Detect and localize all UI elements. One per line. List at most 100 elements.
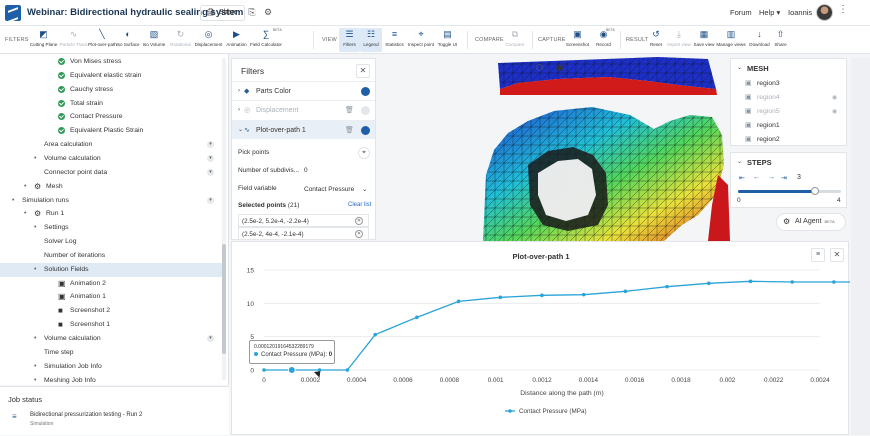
- toolbar-toggle-ui-button[interactable]: ▤ Toggle UI: [435, 28, 460, 52]
- copy-icon[interactable]: ⎘: [248, 7, 256, 17]
- eye-icon[interactable]: ◉: [832, 109, 838, 115]
- tree-item[interactable]: • Meshing Job Info: [0, 374, 222, 385]
- tree-item[interactable]: ⚙ • Run 1: [0, 207, 222, 221]
- chevron-right-icon[interactable]: ›: [238, 107, 240, 113]
- close-chart-button[interactable]: ✕: [830, 248, 844, 262]
- tree-item[interactable]: ⚙ • Mesh: [0, 180, 222, 194]
- toolbar-inspect-point-button[interactable]: ⌖ Inspect point: [407, 28, 435, 52]
- data-point[interactable]: [832, 280, 836, 284]
- tree-item[interactable]: Cauchy stress: [0, 83, 222, 97]
- legend-label[interactable]: Contact Pressure (MPa): [519, 408, 587, 415]
- add-item-icon[interactable]: ▾: [207, 335, 214, 342]
- tree-item[interactable]: • Simulation runs ▾: [0, 194, 222, 208]
- crosshair-icon[interactable]: ⌖: [358, 147, 370, 159]
- data-point[interactable]: [345, 368, 350, 372]
- ai-agent-button[interactable]: ⚙ AI Agent BETA: [776, 213, 846, 231]
- user-avatar[interactable]: [816, 4, 833, 21]
- user-name[interactable]: Ioannis: [788, 8, 813, 17]
- expand-bullet-icon[interactable]: •: [34, 335, 37, 342]
- visibility-toggle[interactable]: [361, 87, 370, 96]
- toolbar-iso-surface-button[interactable]: ◐ Iso Surface: [116, 28, 140, 52]
- view-cube-icon[interactable]: ⬡: [536, 63, 543, 72]
- data-point[interactable]: [623, 289, 628, 294]
- field-variable-select[interactable]: Contact Pressure ⌄: [304, 185, 367, 193]
- toolbar-statistics-button[interactable]: ≡ Statistics: [382, 28, 407, 52]
- add-item-icon[interactable]: ▾: [207, 154, 214, 162]
- tree-item[interactable]: ■ Screenshot 2: [0, 304, 222, 318]
- toolbar-filters-button[interactable]: ☰ Filters: [339, 28, 360, 52]
- tree-item[interactable]: Total strain: [0, 97, 222, 111]
- toolbar-legend-button[interactable]: ☷ Legend: [360, 28, 382, 52]
- 3d-viewport[interactable]: ⬡ ▣: [378, 55, 870, 241]
- mesh-region-item[interactable]: ▣ region5 ◉: [745, 105, 845, 119]
- data-point[interactable]: [287, 366, 296, 374]
- expand-bullet-icon[interactable]: •: [34, 362, 37, 370]
- remove-point-icon[interactable]: ✕: [355, 217, 363, 225]
- more-menu-icon[interactable]: ⋮: [838, 4, 848, 15]
- chevron-down-icon[interactable]: ⌄: [737, 159, 743, 165]
- tree-item[interactable]: Solver Log: [0, 235, 222, 249]
- add-item-icon[interactable]: ▾: [207, 196, 214, 204]
- filter-row-displacement[interactable]: › ◎ Displacement 🗑: [232, 100, 375, 119]
- filter-row-plot-over-path[interactable]: ⌄ ∿ Plot-over-path 1 🗑: [232, 120, 375, 139]
- data-point[interactable]: [665, 284, 669, 289]
- first-step-icon[interactable]: ⇤: [739, 175, 745, 182]
- mesh-region-item[interactable]: ▣ region4 ◉: [745, 91, 845, 105]
- expand-bullet-icon[interactable]: •: [34, 224, 37, 232]
- toolbar-manage-views-button[interactable]: ▥ Manage views: [715, 28, 747, 52]
- toolbar-field-calculator-button[interactable]: ∑ Field Calculator BETA: [249, 28, 283, 52]
- mesh-region-item[interactable]: ▣ region1: [745, 119, 845, 133]
- mesh-render[interactable]: [378, 55, 870, 241]
- settings-gear-icon[interactable]: ⚙: [263, 7, 273, 17]
- expand-bullet-icon[interactable]: •: [34, 265, 37, 273]
- toolbar-rotational-button[interactable]: ↻ Rotational: [168, 28, 193, 52]
- trash-icon[interactable]: 🗑: [345, 127, 354, 134]
- toolbar-download-button[interactable]: ↓ Download: [747, 28, 772, 52]
- data-point[interactable]: [456, 299, 461, 304]
- toolbar-animation-button[interactable]: ▶ Animation: [224, 28, 249, 52]
- tree-item[interactable]: • Simulation Job Info: [0, 360, 222, 374]
- tree-item[interactable]: Von Mises stress: [0, 55, 222, 69]
- trash-icon[interactable]: 🗑: [345, 107, 354, 114]
- tree-scrollbar-thumb[interactable]: [222, 244, 226, 354]
- toolbar-plot-over-path-button[interactable]: ╲ Plot-over-path: [88, 28, 117, 52]
- tree-item[interactable]: • Volume calculation ▾: [0, 332, 222, 346]
- data-point[interactable]: [415, 315, 419, 320]
- tree-item[interactable]: ■ Screenshot 1: [0, 318, 222, 332]
- tree-item[interactable]: • Volume calculation ▾: [0, 152, 222, 166]
- expand-bullet-icon[interactable]: •: [34, 154, 37, 162]
- tree-item[interactable]: Time step: [0, 346, 222, 360]
- toolbar-screenshot-button[interactable]: ▣ Screenshot: [564, 28, 591, 52]
- tree-item[interactable]: Contact Pressure: [0, 110, 222, 124]
- close-filters-button[interactable]: ✕: [356, 64, 370, 78]
- subdivisions-input[interactable]: 0: [304, 167, 308, 174]
- tree-item[interactable]: Area calculation ▾: [0, 138, 222, 152]
- expand-bullet-icon[interactable]: •: [24, 182, 27, 190]
- data-point[interactable]: [540, 293, 544, 298]
- data-point[interactable]: [262, 368, 266, 372]
- eye-icon[interactable]: ◉: [832, 95, 838, 101]
- previous-step-icon[interactable]: ←: [753, 174, 760, 181]
- add-item-icon[interactable]: ▾: [207, 168, 214, 176]
- data-point[interactable]: [748, 279, 753, 284]
- selected-point-row[interactable]: (2.5e-2, 5.2e-4, -2.2e-4) ✕: [238, 214, 369, 227]
- filter-row-parts-color[interactable]: › ◆ Parts Color: [232, 81, 375, 100]
- forum-link[interactable]: Forum: [730, 8, 752, 17]
- simscale-logo-icon[interactable]: [5, 5, 21, 21]
- remove-point-icon[interactable]: ✕: [355, 230, 363, 238]
- next-step-icon[interactable]: →: [768, 174, 775, 181]
- toolbar-import-view-button[interactable]: ⤓ Import view: [665, 28, 693, 52]
- step-slider-knob[interactable]: [811, 187, 820, 195]
- chart-menu-button[interactable]: ≡: [811, 248, 825, 262]
- share-button[interactable]: Share: [200, 5, 245, 21]
- mesh-region-item[interactable]: ▣ region2: [745, 133, 845, 147]
- add-item-icon[interactable]: ▾: [207, 141, 214, 149]
- data-point[interactable]: [498, 295, 503, 300]
- toolbar-reset-button[interactable]: ↺ Reset: [647, 28, 665, 52]
- data-point[interactable]: [373, 332, 377, 337]
- expand-bullet-icon[interactable]: •: [24, 210, 27, 218]
- help-menu[interactable]: Help ▾: [759, 8, 780, 17]
- toolbar-compare-button[interactable]: ⧉ Compare: [503, 28, 527, 52]
- clear-list-link[interactable]: Clear list: [348, 202, 372, 208]
- data-point[interactable]: [581, 292, 586, 297]
